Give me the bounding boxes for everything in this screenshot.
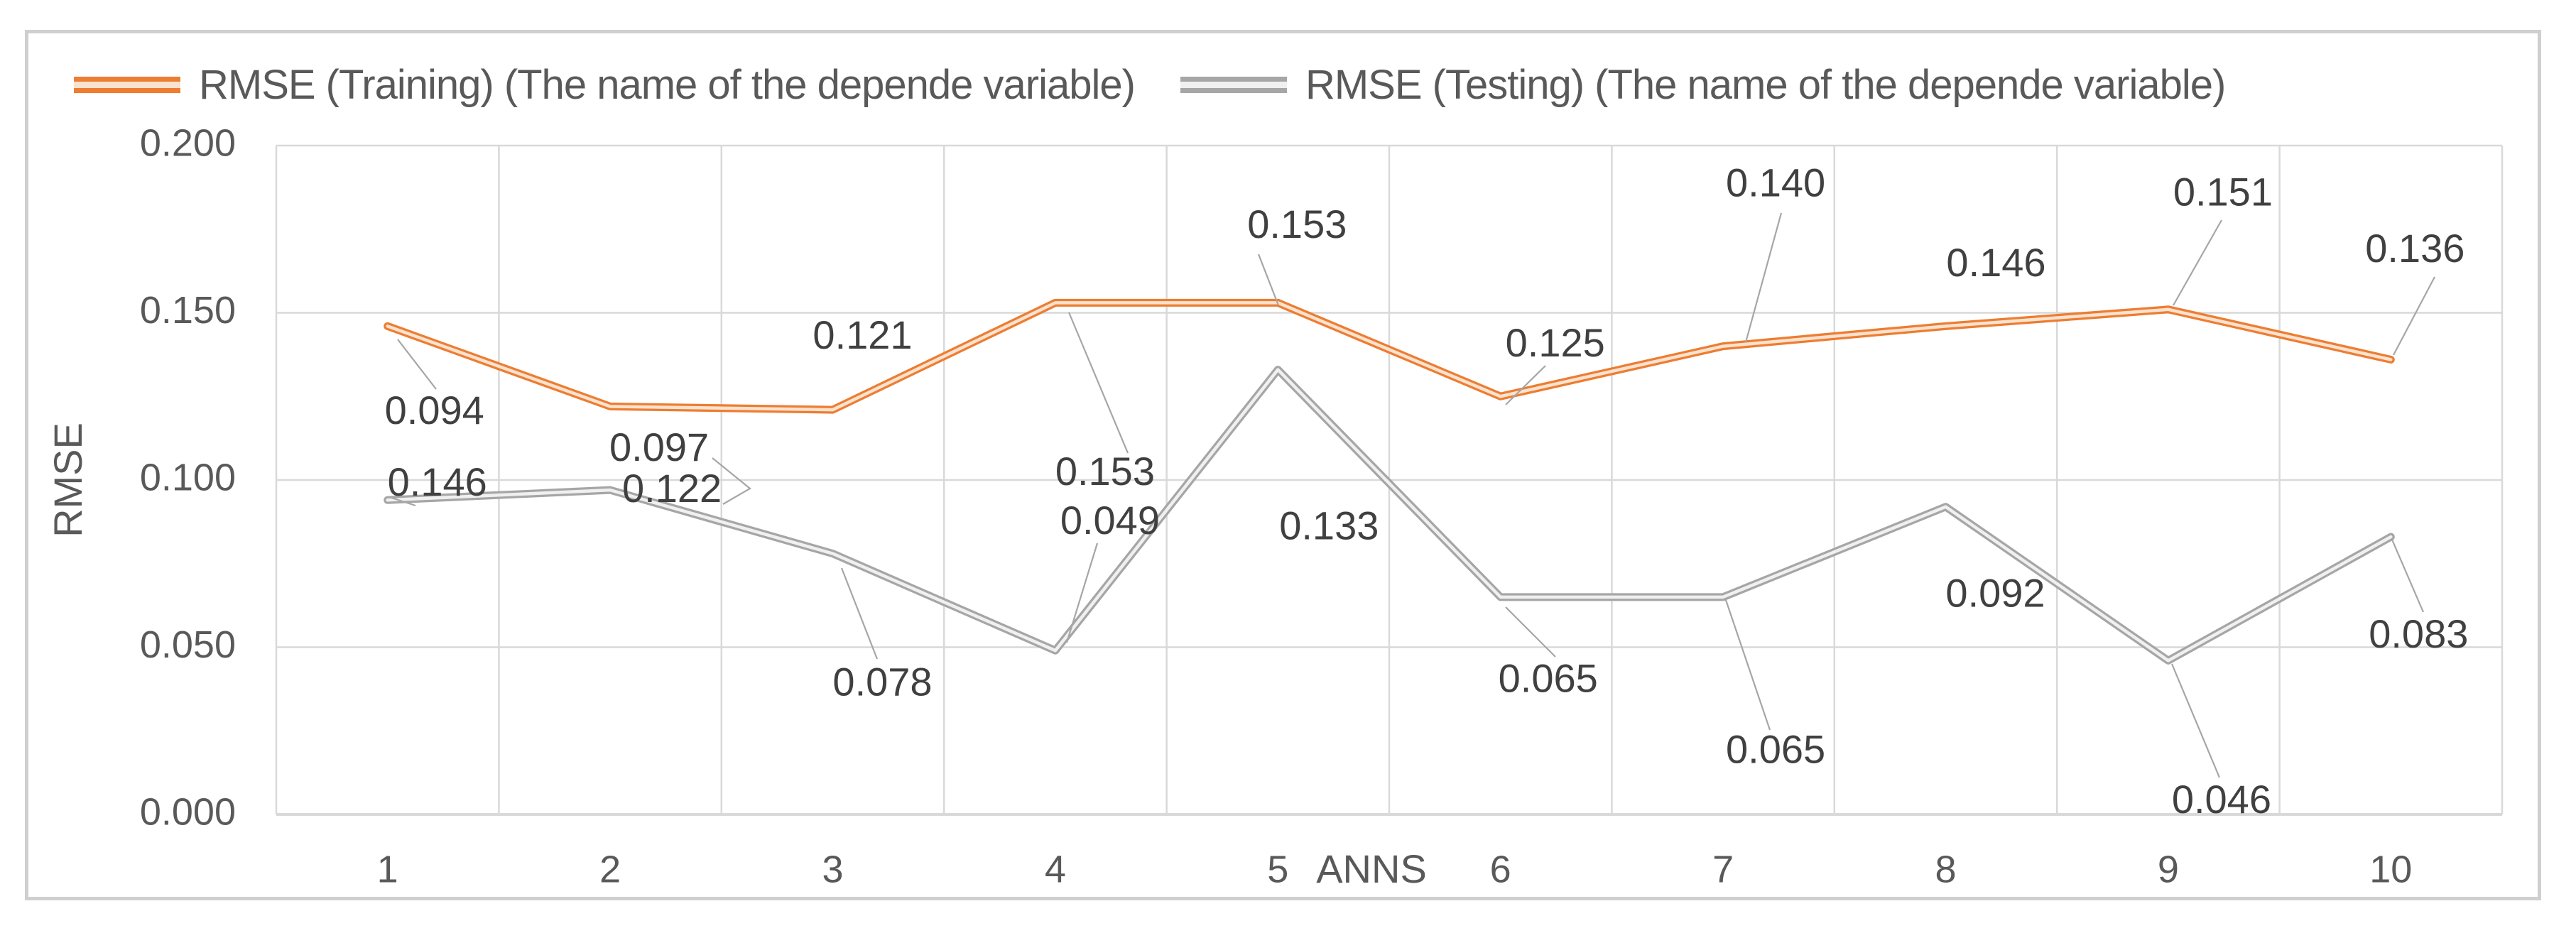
testing-data-label[interactable]: 0.097: [609, 425, 709, 469]
testing-series-line-inner: [386, 368, 2393, 662]
data-label-leader-line: [1505, 365, 1546, 405]
x-axis-tick-label[interactable]: 3: [822, 848, 843, 890]
swatch-stripe: [1180, 88, 1287, 93]
data-label-leader-line: [1257, 253, 1280, 306]
y-axis-tick-label[interactable]: 0.000: [140, 790, 236, 833]
data-label-leader-line: [1065, 542, 1099, 643]
chart-legend[interactable]: RMSE (Training) (The name of the depende…: [74, 61, 2226, 109]
training-data-label[interactable]: 0.136: [2365, 226, 2464, 271]
testing-data-label[interactable]: 0.133: [1279, 503, 1379, 547]
data-label-leader-line: [2393, 276, 2435, 356]
testing-data-label[interactable]: 0.083: [2369, 611, 2468, 656]
data-label-leader-line: [840, 567, 879, 660]
training-data-label[interactable]: 0.122: [622, 466, 722, 511]
training-data-label[interactable]: 0.151: [2173, 170, 2273, 214]
swatch-stripe: [74, 82, 180, 88]
y-axis-tick-label[interactable]: 0.050: [140, 623, 236, 666]
legend-item-testing[interactable]: RMSE (Testing) (The name of the depende …: [1180, 61, 2226, 109]
chart-area-border[interactable]: [25, 30, 2541, 900]
swatch-stripe: [1180, 82, 1287, 88]
y-axis-tick-label[interactable]: 0.100: [140, 456, 236, 498]
training-data-label[interactable]: 0.121: [813, 312, 912, 357]
training-data-label[interactable]: 0.153: [1247, 202, 1347, 246]
x-axis-tick-label[interactable]: 5: [1267, 848, 1288, 890]
x-axis-tick-label[interactable]: 4: [1045, 848, 1066, 890]
x-axis-tick-label[interactable]: 7: [1712, 848, 1734, 890]
testing-data-label[interactable]: 0.094: [385, 388, 484, 432]
data-label-leader-line: [1505, 606, 1556, 658]
testing-line-swatch-icon: [1180, 77, 1287, 93]
data-label-leader-line: [1744, 212, 1783, 343]
legend-item-training[interactable]: RMSE (Training) (The name of the depende…: [74, 61, 1136, 109]
training-data-label[interactable]: 0.146: [1946, 240, 2045, 285]
data-label-leader-line: [1067, 312, 1129, 454]
training-series-line-inner: [386, 301, 2393, 412]
x-axis-tick-label[interactable]: 2: [599, 848, 621, 890]
swatch-stripe: [74, 88, 180, 93]
training-data-label[interactable]: 0.146: [388, 459, 487, 504]
testing-data-label[interactable]: 0.049: [1060, 498, 1160, 542]
y-axis-tick-label[interactable]: 0.150: [140, 289, 236, 332]
legend-label-testing: RMSE (Testing) (The name of the depende …: [1305, 62, 2226, 108]
training-data-label[interactable]: 0.140: [1726, 160, 1825, 204]
x-axis-tick-label[interactable]: 6: [1490, 848, 1511, 890]
data-label-leader-line: [2170, 663, 2221, 778]
x-axis-tick-label[interactable]: 9: [2158, 848, 2179, 890]
data-label-leader-line: [2391, 539, 2425, 613]
data-label-leader-line: [712, 457, 751, 505]
testing-data-label[interactable]: 0.065: [1499, 656, 1598, 701]
testing-data-label[interactable]: 0.065: [1726, 727, 1825, 772]
legend-label-training: RMSE (Training) (The name of the depende…: [199, 62, 1136, 108]
swatch-stripe: [1180, 77, 1287, 82]
data-label-leader-line: [1724, 599, 1771, 731]
training-line-swatch-icon: [74, 77, 180, 93]
x-axis-tick-label[interactable]: 8: [1935, 848, 1956, 890]
training-data-label[interactable]: 0.125: [1506, 320, 1605, 365]
testing-data-label[interactable]: 0.046: [2172, 777, 2271, 822]
testing-data-label[interactable]: 0.092: [1945, 570, 2045, 615]
x-axis-title[interactable]: ANNS: [1316, 846, 1427, 891]
data-label-leader-line: [2173, 219, 2222, 306]
y-axis-tick-label[interactable]: 0.200: [140, 121, 236, 164]
x-axis-tick-label[interactable]: 1: [377, 848, 398, 890]
training-data-label[interactable]: 0.153: [1055, 449, 1155, 493]
y-axis-title[interactable]: RMSE: [45, 422, 90, 538]
x-axis-tick-label[interactable]: 10: [2369, 848, 2412, 890]
swatch-stripe: [74, 77, 180, 82]
testing-data-label[interactable]: 0.078: [832, 659, 932, 704]
data-label-leader-line: [388, 496, 416, 507]
data-label-leader-line: [397, 339, 437, 390]
